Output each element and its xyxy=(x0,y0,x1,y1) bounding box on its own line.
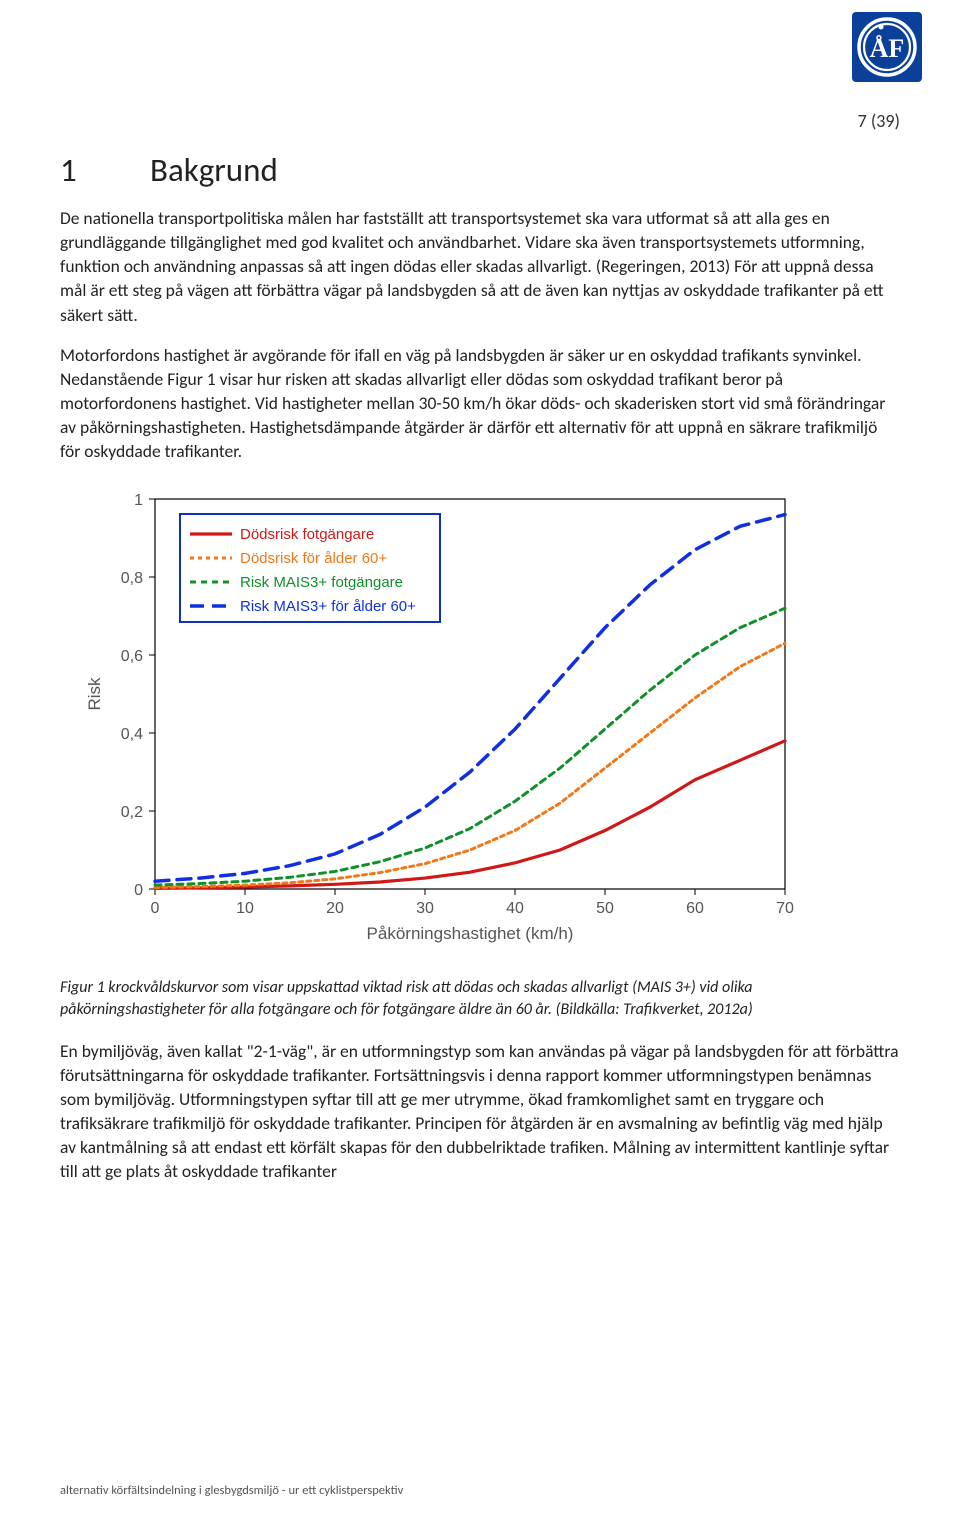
svg-text:0: 0 xyxy=(134,882,143,899)
figure-caption: Figur 1 krockvåldskurvor som visar uppsk… xyxy=(60,977,900,1020)
svg-text:1: 1 xyxy=(134,492,143,509)
svg-text:Risk MAIS3+ fotgängare: Risk MAIS3+ fotgängare xyxy=(240,574,403,591)
svg-text:Påkörningshastighet (km/h): Påkörningshastighet (km/h) xyxy=(367,924,574,943)
svg-text:Dödsrisk för ålder 60+: Dödsrisk för ålder 60+ xyxy=(240,550,387,567)
svg-text:20: 20 xyxy=(326,900,344,917)
section-number: 1 xyxy=(60,150,150,190)
svg-text:50: 50 xyxy=(596,900,614,917)
svg-text:70: 70 xyxy=(776,900,794,917)
svg-text:40: 40 xyxy=(506,900,524,917)
af-logo-icon: ÅF xyxy=(852,12,922,82)
paragraph-2: Motorfordons hastighet är avgörande för … xyxy=(60,343,900,464)
risk-chart: 0 10 20 30 40 50 60 70 0 0,2 0,4 0,6 0,8 1 Påkörningsh… xyxy=(60,479,820,959)
svg-text:60: 60 xyxy=(686,900,704,917)
svg-text:0,2: 0,2 xyxy=(121,804,143,821)
section-heading: 1Bakgrund xyxy=(60,150,900,190)
page-number: 7 (39) xyxy=(858,110,900,132)
svg-text:Risk: Risk xyxy=(85,677,104,711)
paragraph-1: De nationella transportpolitiska målen h… xyxy=(60,206,900,327)
svg-text:30: 30 xyxy=(416,900,434,917)
svg-text:10: 10 xyxy=(236,900,254,917)
svg-text:Dödsrisk fotgängare: Dödsrisk fotgängare xyxy=(240,526,374,543)
svg-text:ÅF: ÅF xyxy=(870,34,905,63)
risk-chart-svg: 0 10 20 30 40 50 60 70 0 0,2 0,4 0,6 0,8 1 Påkörningsh… xyxy=(60,479,820,959)
svg-text:0: 0 xyxy=(151,900,160,917)
svg-text:0,4: 0,4 xyxy=(121,726,143,743)
paragraph-3: En bymiljöväg, även kallat "2-1-väg", är… xyxy=(60,1039,900,1184)
footer-text: alternativ körfältsindelning i glesbygds… xyxy=(60,1483,403,1498)
svg-text:Risk MAIS3+ för ålder 60+: Risk MAIS3+ för ålder 60+ xyxy=(240,598,416,615)
svg-text:0,8: 0,8 xyxy=(121,570,143,587)
svg-text:0,6: 0,6 xyxy=(121,648,143,665)
brand-logo: ÅF xyxy=(852,12,922,82)
section-title: Bakgrund xyxy=(150,150,278,190)
